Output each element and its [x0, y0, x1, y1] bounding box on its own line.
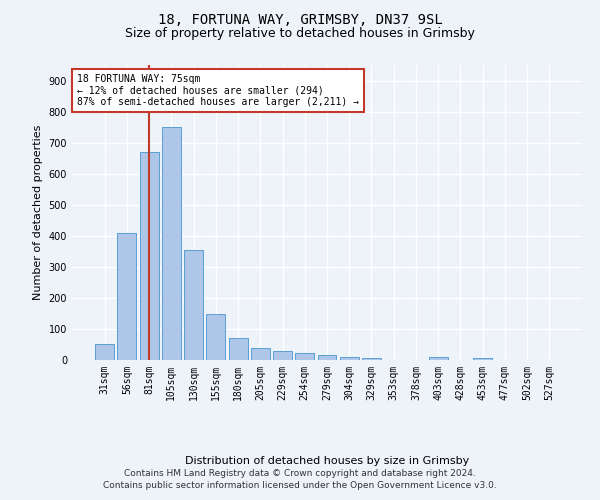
Bar	[295, 353, 314, 360]
Bar	[429, 357, 448, 360]
Text: Contains HM Land Registry data © Crown copyright and database right 2024.
Contai: Contains HM Land Registry data © Crown c…	[103, 468, 497, 490]
X-axis label: Distribution of detached houses by size in Grimsby: Distribution of detached houses by size …	[185, 456, 469, 466]
Bar	[473, 358, 492, 360]
Bar	[251, 348, 270, 360]
Y-axis label: Number of detached properties: Number of detached properties	[33, 125, 43, 300]
Text: 18 FORTUNA WAY: 75sqm
← 12% of detached houses are smaller (294)
87% of semi-det: 18 FORTUNA WAY: 75sqm ← 12% of detached …	[77, 74, 359, 107]
Bar	[340, 357, 359, 360]
Bar	[184, 250, 203, 360]
Bar	[206, 314, 225, 360]
Bar	[162, 127, 181, 360]
Bar	[140, 152, 158, 360]
Bar	[317, 356, 337, 360]
Text: Size of property relative to detached houses in Grimsby: Size of property relative to detached ho…	[125, 28, 475, 40]
Bar	[229, 338, 248, 360]
Bar	[273, 350, 292, 360]
Bar	[362, 358, 381, 360]
Text: 18, FORTUNA WAY, GRIMSBY, DN37 9SL: 18, FORTUNA WAY, GRIMSBY, DN37 9SL	[158, 12, 442, 26]
Bar	[118, 232, 136, 360]
Bar	[95, 344, 114, 360]
